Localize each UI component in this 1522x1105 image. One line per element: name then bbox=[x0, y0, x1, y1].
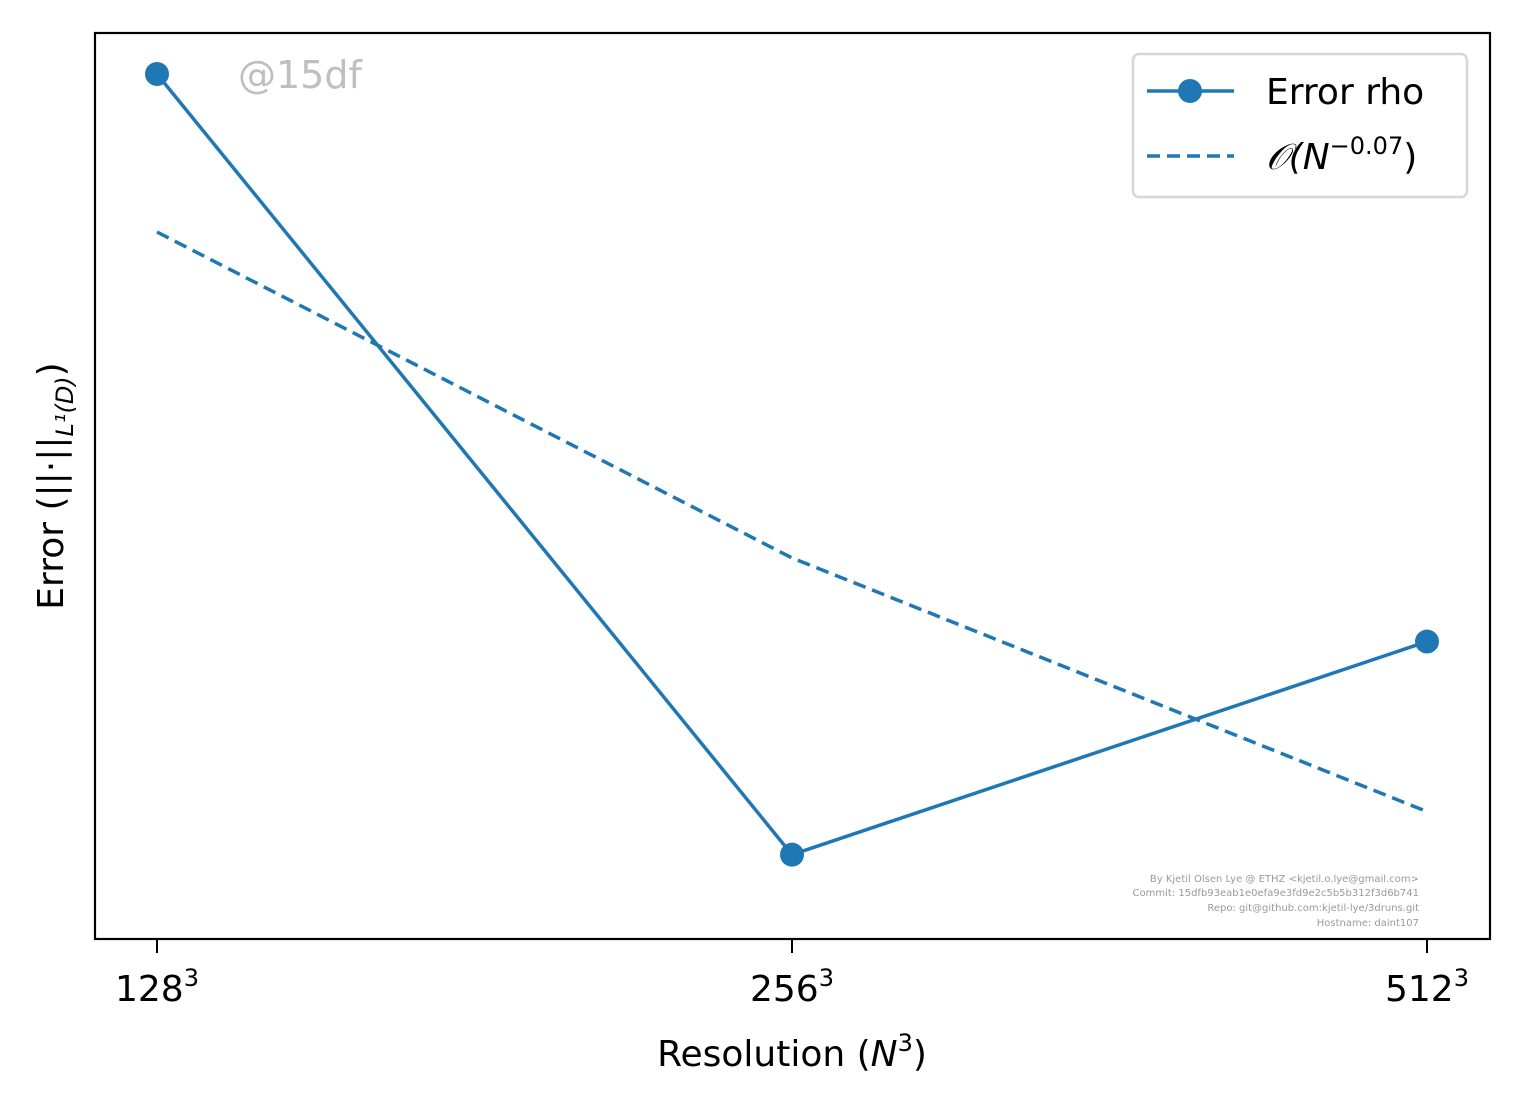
x-tick-label-1: 2563 bbox=[750, 964, 834, 1010]
legend-order-exp: −0.07 bbox=[1330, 132, 1404, 160]
legend-order-prefix: 𝒪( bbox=[1266, 137, 1305, 178]
legend: Error rho 𝒪(N−0.07) bbox=[1131, 52, 1469, 199]
credit-author: By Kjetil Olsen Lye @ ETHZ <kjetil.o.lye… bbox=[1150, 874, 1419, 885]
data-point-error-rho-1 bbox=[780, 842, 804, 867]
x-axis-label-prefix: Resolution ( bbox=[657, 1034, 871, 1075]
x-axis-label-var: N bbox=[871, 1034, 898, 1075]
credits-block: By Kjetil Olsen Lye @ ETHZ <kjetil.o.lye… bbox=[1133, 874, 1420, 929]
series-layer bbox=[145, 62, 1439, 867]
legend-marker-error-rho bbox=[1178, 79, 1202, 103]
credit-repo: Repo: git@github.com:kjetil-lye/3druns.g… bbox=[1207, 903, 1419, 914]
watermark-text: @15df bbox=[238, 53, 363, 97]
legend-label-error-rho: Error rho bbox=[1266, 72, 1424, 113]
y-axis-label-suffix: ) bbox=[31, 362, 72, 376]
credit-commit: Commit: 15dfb93eab1e0efa9e3fd9e2c5b5b312… bbox=[1133, 888, 1419, 899]
x-ticks: 1283 2563 5123 bbox=[115, 939, 1469, 1010]
legend-order-var: N bbox=[1303, 137, 1330, 178]
x-axis-label-suffix: ) bbox=[913, 1034, 927, 1075]
legend-label-order-line: 𝒪(N−0.07) bbox=[1266, 132, 1417, 178]
x-axis-label-exp: 3 bbox=[898, 1029, 913, 1057]
legend-order-suffix: ) bbox=[1403, 137, 1417, 178]
x-axis-label: Resolution (N3) bbox=[657, 1029, 927, 1075]
data-point-error-rho-0 bbox=[145, 62, 169, 86]
credit-hostname: Hostname: daint107 bbox=[1317, 918, 1419, 929]
y-axis-label-sub: L¹(D) bbox=[51, 376, 79, 436]
series-line-order-reference bbox=[156, 230, 1428, 814]
y-axis-label: Error (||·||L¹(D)) bbox=[31, 362, 79, 609]
x-tick-label-2: 5123 bbox=[1385, 964, 1469, 1010]
data-point-error-rho-2 bbox=[1415, 629, 1439, 654]
y-axis-label-main: Error (||·|| bbox=[31, 437, 72, 610]
x-tick-label-0: 1283 bbox=[115, 964, 199, 1010]
